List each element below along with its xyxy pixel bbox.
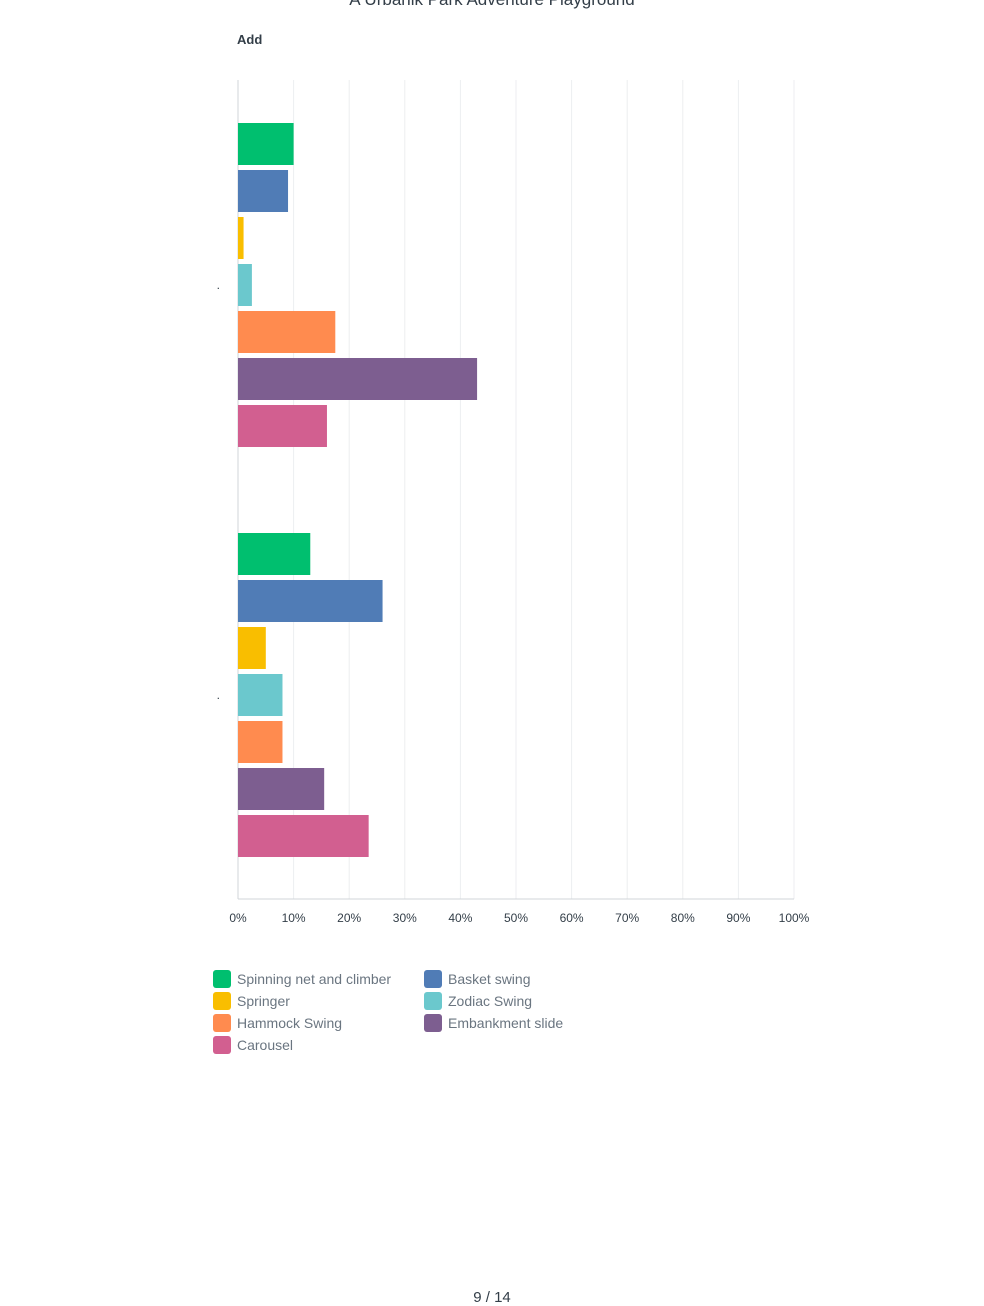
x-tick-label: 70% — [615, 911, 639, 925]
x-tick-label: 20% — [337, 911, 361, 925]
legend-swatch — [213, 1014, 231, 1032]
legend-swatch — [424, 1014, 442, 1032]
chart-caption: Add — [237, 32, 263, 47]
x-tick-label: 0% — [229, 911, 247, 925]
legend-label: Zodiac Swing — [448, 993, 533, 1009]
legend-label: Hammock Swing — [237, 1015, 343, 1031]
legend-item[interactable]: Carousel — [213, 1036, 424, 1054]
chart-legend: Spinning net and climber Basket swing Spri… — [213, 970, 633, 1054]
legend-swatch — [213, 1036, 231, 1054]
legend-swatch — [213, 970, 231, 988]
bar[interactable] — [238, 721, 283, 763]
bar[interactable] — [238, 170, 289, 212]
page-number: 9 / 14 — [473, 1289, 511, 1306]
x-tick-label: 30% — [393, 911, 417, 925]
legend-label: Springer — [237, 993, 290, 1009]
bar[interactable] — [238, 264, 252, 306]
legend-item[interactable]: Hammock Swing — [213, 1014, 424, 1032]
bar[interactable] — [238, 358, 478, 400]
legend-item[interactable]: Springer — [213, 992, 424, 1010]
bar[interactable] — [238, 768, 325, 810]
bar[interactable] — [238, 405, 327, 447]
bar-chart: 0% 10% 20% 30% 40% 50% 60% 70% 80% 90% 100% .. — [217, 80, 810, 925]
legend-label: Embankment slide — [448, 1015, 564, 1031]
x-tick-label: 80% — [671, 911, 695, 925]
x-tick-label: 100% — [779, 911, 810, 925]
bars — [238, 123, 478, 857]
legend-swatch — [424, 992, 442, 1010]
category-label: . — [217, 278, 220, 292]
legend-label: Carousel — [237, 1037, 294, 1053]
bar[interactable] — [238, 533, 311, 575]
legend-item[interactable]: Zodiac Swing — [424, 992, 624, 1010]
bar[interactable] — [238, 123, 294, 165]
legend-swatch — [213, 992, 231, 1010]
legend-label: Basket swing — [448, 971, 531, 987]
x-tick-label: 90% — [726, 911, 750, 925]
x-tick-label: 50% — [504, 911, 528, 925]
x-axis-ticks: 0% 10% 20% 30% 40% 50% 60% 70% 80% 90% 100% — [229, 911, 809, 925]
legend-item[interactable]: Spinning net and climber — [213, 970, 424, 988]
legend-swatch — [424, 970, 442, 988]
category-label: . — [217, 688, 220, 702]
x-tick-label: 10% — [282, 911, 306, 925]
bar[interactable] — [238, 311, 336, 353]
legend-item[interactable]: Embankment slide — [424, 1014, 624, 1032]
grid-lines — [237, 80, 795, 900]
page-header-title: A Urbanik Park Adventure Playground — [0, 0, 984, 10]
x-tick-label: 60% — [560, 911, 584, 925]
bar[interactable] — [238, 674, 283, 716]
bar[interactable] — [238, 627, 266, 669]
bar[interactable] — [238, 217, 244, 259]
bar[interactable] — [238, 580, 383, 622]
legend-label: Spinning net and climber — [237, 971, 392, 987]
legend-item[interactable]: Basket swing — [424, 970, 624, 988]
category-labels: .. — [217, 278, 220, 702]
x-tick-label: 40% — [448, 911, 472, 925]
bar[interactable] — [238, 815, 369, 857]
